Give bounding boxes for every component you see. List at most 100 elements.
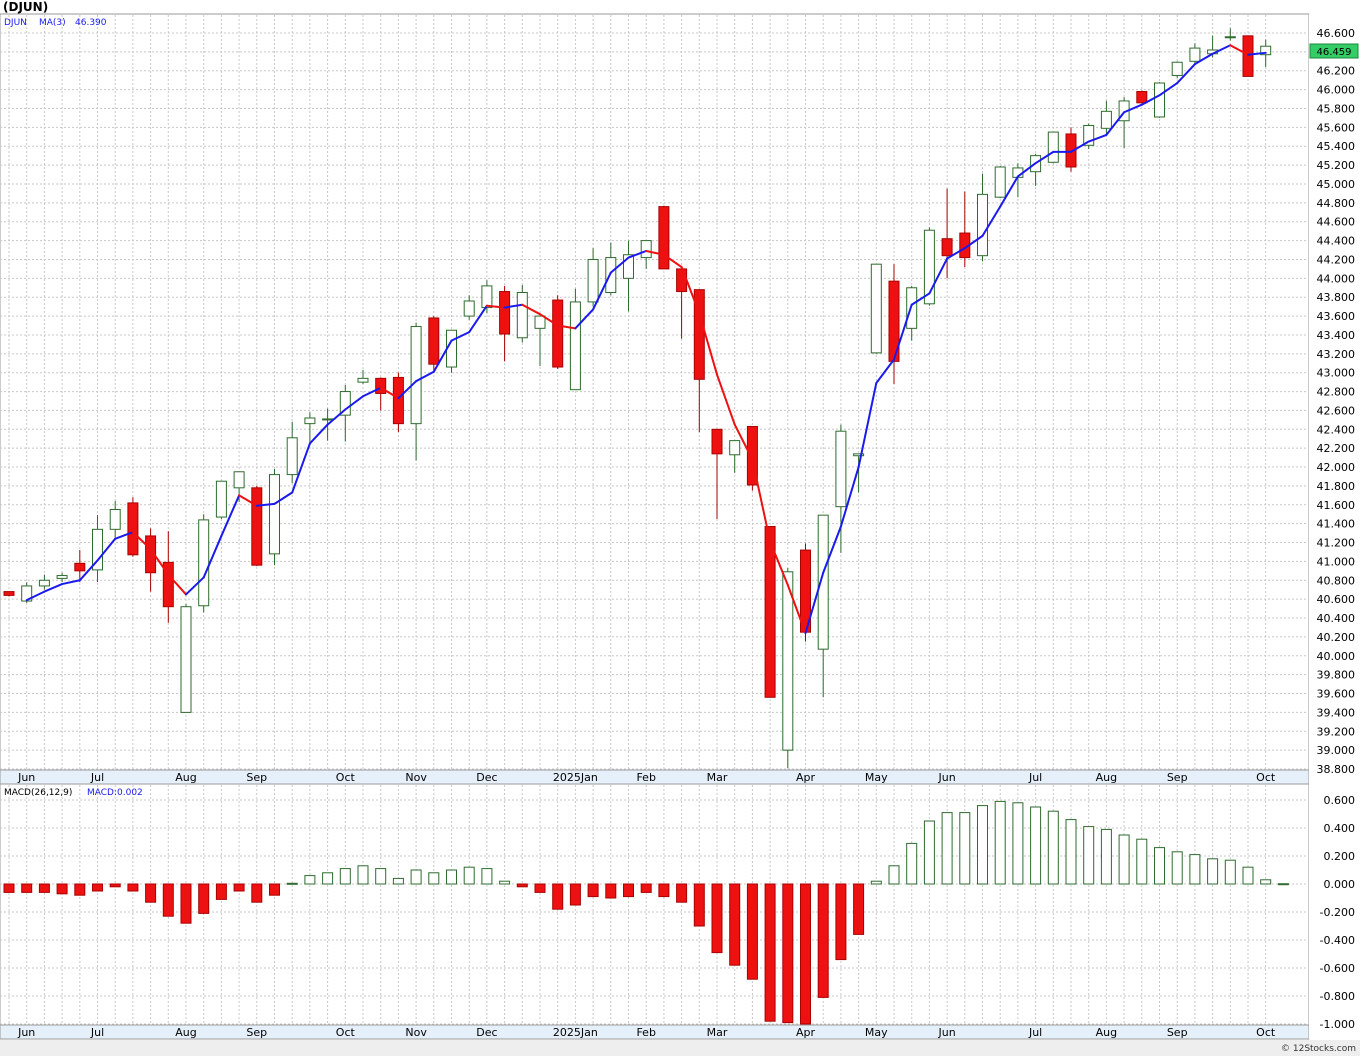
- macd-bar: [1260, 879, 1272, 885]
- macd-x-tick-label: Apr: [796, 1026, 816, 1039]
- macd-legend-label: MACD(26,12,9): [4, 788, 72, 798]
- candle-body: [198, 519, 210, 607]
- candle-body: [1047, 131, 1059, 163]
- macd-bar: [994, 800, 1006, 885]
- ma-segment: [1140, 94, 1161, 106]
- price-y-tick-label: 44.000: [1317, 272, 1356, 285]
- ma-segment: [1016, 162, 1037, 178]
- price-y-tick-label: 44.400: [1317, 235, 1356, 248]
- macd-bar: [233, 883, 245, 892]
- ma-segment: [733, 423, 754, 461]
- ma-segment: [1247, 51, 1267, 56]
- moving-average-line: [25, 44, 1267, 635]
- macd-bar: [428, 872, 440, 885]
- price-x-tick-label: Sep: [246, 771, 267, 784]
- macd-bar: [853, 883, 865, 935]
- price-y-tick-label: 44.200: [1317, 253, 1356, 266]
- macd-x-tick-label: Jul: [90, 1026, 104, 1039]
- price-y-tick-label: 45.400: [1317, 140, 1356, 153]
- price-x-tick-label: Dec: [476, 771, 497, 784]
- ma-segment: [362, 386, 382, 398]
- macd-x-tick-label: 2025Jan: [553, 1026, 598, 1039]
- candle-body: [906, 287, 918, 329]
- ma-segment: [1158, 82, 1179, 97]
- macd-bar: [923, 820, 935, 885]
- macd-panel: [0, 783, 1310, 1026]
- candle-body: [552, 299, 564, 368]
- candle-body: [322, 418, 334, 421]
- price-y-tick-label: 45.000: [1317, 178, 1356, 191]
- macd-y-tick-label: -1.000: [1320, 1018, 1355, 1031]
- macd-y-tick-label: -0.400: [1320, 934, 1355, 947]
- macd-bar: [888, 865, 900, 885]
- candle-body: [534, 315, 546, 329]
- price-x-tick-label: Aug: [175, 771, 196, 784]
- macd-y-tick-label: -0.600: [1320, 962, 1355, 975]
- ma-segment: [1229, 44, 1249, 56]
- candle-body: [162, 561, 174, 608]
- candle-body: [1242, 35, 1254, 77]
- candle-body: [658, 206, 670, 270]
- macd-bar: [623, 883, 634, 898]
- price-y-tick-label: 46.200: [1317, 65, 1356, 78]
- ma-segment: [273, 491, 294, 505]
- candle-body: [676, 268, 688, 293]
- ma-segment: [78, 559, 99, 582]
- candle-body: [764, 525, 776, 698]
- candle-body: [587, 258, 599, 303]
- macd-bar: [109, 883, 121, 888]
- macd-bar: [640, 883, 652, 893]
- macd-bar: [817, 883, 829, 998]
- candle-body: [835, 430, 847, 508]
- candle-body: [304, 417, 316, 425]
- ma-segment: [485, 304, 506, 309]
- price-x-tick-label: Jul: [90, 771, 104, 784]
- price-x-tick-label: May: [865, 771, 888, 784]
- candle-body: [923, 229, 935, 305]
- ma-segment: [397, 380, 418, 400]
- candle-body: [729, 440, 741, 456]
- ma-segment: [503, 303, 524, 309]
- price-y-tick-label: 46.600: [1317, 27, 1356, 40]
- candle-body: [693, 289, 705, 380]
- ma-segment: [662, 253, 683, 269]
- price-y-tick-label: 46.000: [1317, 84, 1356, 97]
- price-y-tick-label: 39.800: [1317, 669, 1356, 682]
- candle-body: [516, 291, 528, 339]
- ma-segment: [698, 312, 718, 376]
- macd-y-tick-label: 0.200: [1324, 850, 1356, 863]
- candle-body: [269, 474, 280, 555]
- macd-bar: [1100, 828, 1112, 885]
- price-y-tick-label: 40.800: [1317, 574, 1356, 587]
- macd-bar: [56, 883, 68, 895]
- candlesticks: [3, 28, 1272, 769]
- price-x-tick-label: Aug: [1096, 771, 1117, 784]
- price-x-tick-label: Feb: [636, 771, 655, 784]
- price-y-tick-label: 39.000: [1317, 744, 1356, 757]
- ma-segment: [893, 303, 913, 361]
- ma-segment: [1193, 52, 1214, 66]
- price-x-tick-label: Oct: [336, 771, 356, 784]
- price-x-tick-label: Oct: [1256, 771, 1276, 784]
- macd-bar: [162, 883, 174, 917]
- candle-body: [941, 238, 953, 257]
- macd-bar: [21, 883, 33, 893]
- ma-segment: [1034, 150, 1055, 165]
- macd-x-tick-label: Sep: [1167, 1026, 1188, 1039]
- ma-segment: [379, 386, 400, 400]
- site-credit: © 12Stocks.com: [1281, 1044, 1356, 1054]
- price-x-tick-label: Jun: [938, 771, 956, 784]
- price-y-tick-label: 40.200: [1317, 631, 1356, 644]
- ma-segment: [1176, 63, 1196, 85]
- candle-body: [251, 487, 263, 566]
- last-price-value: 46.459: [1317, 47, 1352, 58]
- ma-segment: [645, 249, 665, 256]
- macd-bar: [127, 883, 139, 892]
- price-y-tick-label: 45.600: [1317, 121, 1356, 134]
- legend-ma-value: 46.390: [75, 18, 107, 28]
- macd-bar: [941, 812, 953, 885]
- macd-bar: [906, 842, 918, 885]
- macd-x-tick-label: Jun: [17, 1026, 35, 1039]
